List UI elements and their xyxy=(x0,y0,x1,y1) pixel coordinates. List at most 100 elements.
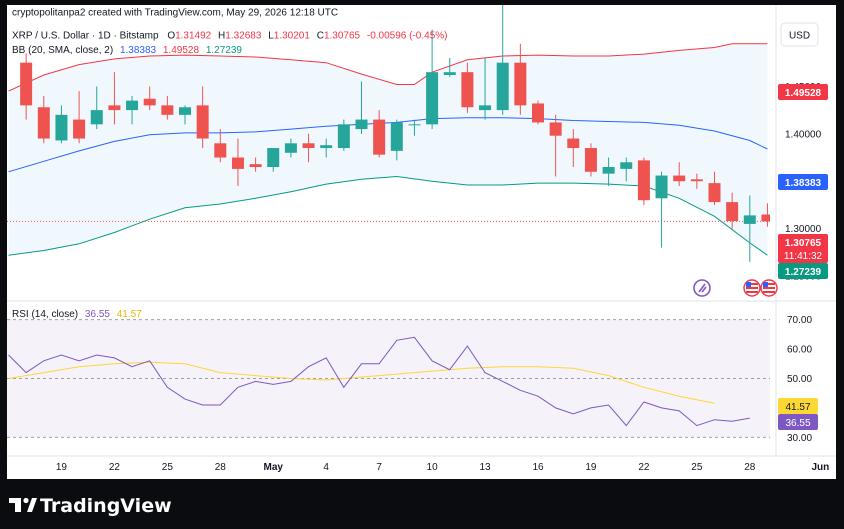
candle-24 xyxy=(443,57,456,77)
rsi-value: 36.55 xyxy=(85,309,110,320)
candle-body xyxy=(726,202,739,222)
candle-body xyxy=(373,119,386,155)
candle-27 xyxy=(496,5,509,115)
time-tick-label: 22 xyxy=(109,462,121,473)
currency-button[interactable] xyxy=(780,22,819,47)
time-tick-label: 16 xyxy=(532,462,544,473)
candle-12 xyxy=(231,138,244,186)
candle-2 xyxy=(55,105,68,144)
candle-22 xyxy=(408,119,421,136)
candle-30 xyxy=(549,114,562,177)
time-tick-label: May xyxy=(264,462,284,473)
candle-body xyxy=(267,148,280,168)
economic-event-icon[interactable] xyxy=(693,279,711,297)
candlestick-series xyxy=(20,5,770,262)
candle-body xyxy=(708,183,721,203)
rsi-tick-label: 30.00 xyxy=(787,433,812,444)
candle-8 xyxy=(161,95,174,120)
candle-40 xyxy=(726,192,739,229)
candle-14 xyxy=(267,148,280,172)
basis-badge xyxy=(778,174,828,190)
candle-body xyxy=(73,119,86,139)
bb-legend[interactable]: BB (20, SMA, close, 2) 1.38383 1.49528 1… xyxy=(12,45,242,56)
candle-23 xyxy=(426,29,439,130)
tradingview-logo-icon xyxy=(9,497,37,512)
candle-19 xyxy=(355,81,368,134)
rsi-pane xyxy=(7,319,770,438)
rsi-legend[interactable]: RSI (14, close) 36.55 41.57 xyxy=(12,309,142,320)
rsi-label[interactable]: RSI (14, close) xyxy=(12,309,78,320)
rsi-badge-text: 36.55 xyxy=(785,418,810,429)
candle-body xyxy=(320,145,333,149)
bb-upper-value: 1.49528 xyxy=(163,45,200,56)
candle-body xyxy=(161,105,174,115)
time-tick-label: 10 xyxy=(427,462,439,473)
time-tick-label: 22 xyxy=(638,462,650,473)
candle-32 xyxy=(584,143,597,177)
candle-18 xyxy=(337,119,350,151)
candle-31 xyxy=(567,129,580,168)
candle-body xyxy=(302,143,315,149)
us-flag-icon-2[interactable] xyxy=(760,279,778,297)
upper-band-badge xyxy=(778,84,828,100)
candle-body xyxy=(673,175,686,182)
candle-body xyxy=(126,100,139,111)
symbol-name[interactable]: XRP / U.S. Dollar · 1D · Bitstamp xyxy=(12,31,159,42)
candle-11 xyxy=(214,129,227,163)
tradingview-wordmark: TradingView xyxy=(40,495,172,517)
tradingview-logo[interactable]: TradingView xyxy=(9,495,172,517)
time-tick-label: 19 xyxy=(56,462,68,473)
candle-body xyxy=(214,143,227,158)
rsi-ma-badge-text: 41.57 xyxy=(785,402,810,413)
time-tick-label: 25 xyxy=(691,462,703,473)
candle-29 xyxy=(532,100,544,125)
lower-band-badge xyxy=(778,263,828,279)
candle-39 xyxy=(708,171,721,205)
upper-band-badge-text: 1.49528 xyxy=(785,88,822,99)
last-price-badge-text: 1.30765 xyxy=(785,238,822,249)
close-value: 1.30765 xyxy=(324,31,361,42)
price-legend[interactable]: XRP / U.S. Dollar · 1D · Bitstamp O1.314… xyxy=(12,31,447,42)
candle-body xyxy=(461,72,474,108)
rsi-tick-label: 60.00 xyxy=(787,345,812,356)
candle-body xyxy=(355,119,368,130)
countdown-text: 11:41:32 xyxy=(784,251,823,262)
candle-28 xyxy=(514,43,527,115)
candle-42 xyxy=(761,203,770,227)
time-tick-label: 28 xyxy=(215,462,227,473)
rsi-badge xyxy=(778,414,818,430)
candle-6 xyxy=(126,95,139,125)
bollinger-upper-line xyxy=(8,43,768,92)
candle-1 xyxy=(37,95,50,144)
attribution-text: cryptopolitanpa2 created with TradingVie… xyxy=(12,8,338,19)
candle-15 xyxy=(284,138,297,158)
rsi-tick-label: 50.00 xyxy=(787,374,812,385)
candle-26 xyxy=(479,57,492,120)
bb-basis-value: 1.38383 xyxy=(120,45,157,56)
candle-body xyxy=(231,157,244,169)
candle-35 xyxy=(637,157,650,205)
candle-body xyxy=(655,175,668,199)
price-tick-label: 1.30000 xyxy=(785,224,822,235)
time-tick-label: 19 xyxy=(585,462,597,473)
candle-body xyxy=(567,138,580,149)
candle-body xyxy=(549,122,562,136)
candle-34 xyxy=(620,157,633,182)
candle-9 xyxy=(179,105,191,125)
time-tick-label: 4 xyxy=(323,462,329,473)
lower-band-badge-text: 1.27239 xyxy=(785,267,822,278)
candle-body xyxy=(143,98,156,106)
candle-body xyxy=(390,122,403,151)
change-value: -0.00596 (-0.45%) xyxy=(367,31,448,42)
candle-20 xyxy=(373,110,386,158)
time-tick-label: 25 xyxy=(162,462,174,473)
basis-badge-text: 1.38383 xyxy=(785,178,822,189)
candle-body xyxy=(37,107,50,139)
us-flag-icon[interactable] xyxy=(743,279,761,297)
candle-body xyxy=(179,107,191,115)
bb-label[interactable]: BB (20, SMA, close, 2) xyxy=(12,45,113,56)
high-value: 1.32683 xyxy=(225,31,262,42)
candle-body xyxy=(408,124,421,126)
low-value: 1.30201 xyxy=(274,31,311,42)
